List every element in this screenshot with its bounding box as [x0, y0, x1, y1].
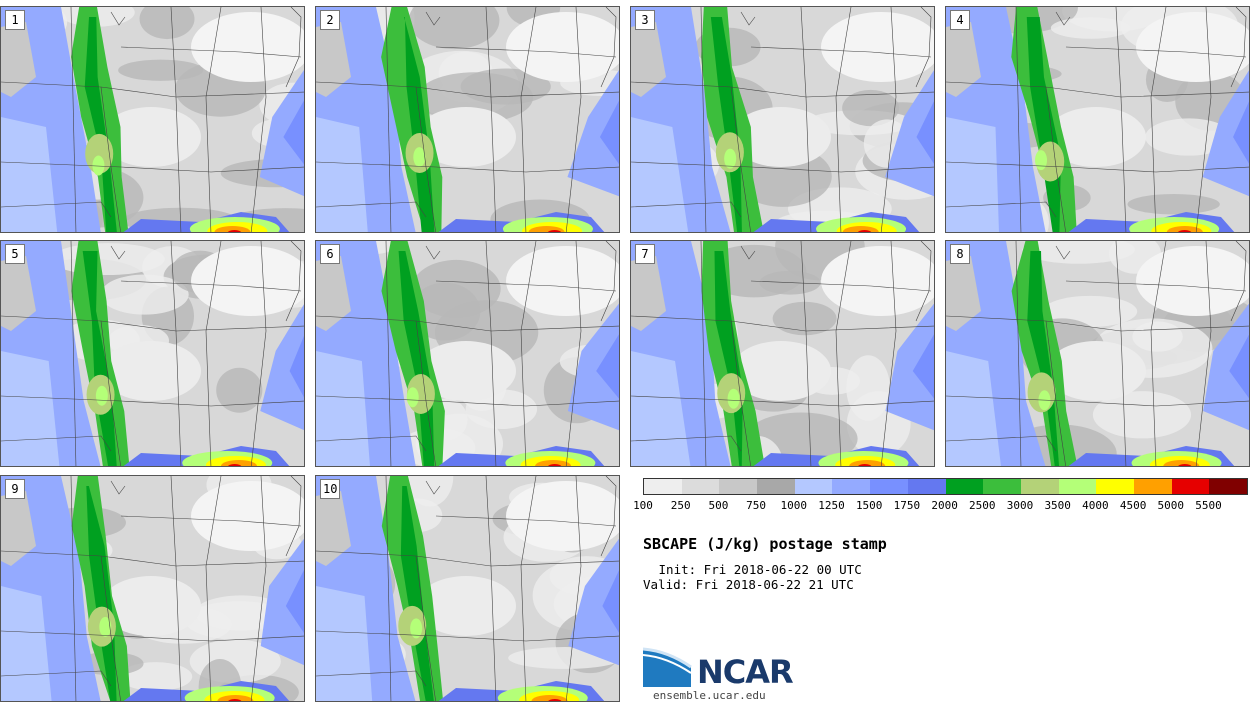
colorbar-segment — [983, 479, 1021, 494]
ncar-logo-icon — [643, 647, 692, 687]
panel-number-label: 8 — [950, 244, 970, 264]
colorbar-segment — [757, 479, 795, 494]
colorbar-tick-label: 1250 — [818, 499, 845, 512]
panel-number-label: 4 — [950, 10, 970, 30]
panel-number-label: 6 — [320, 244, 340, 264]
colorbar-segment — [1020, 479, 1059, 494]
sbcape-map — [1, 241, 304, 466]
ncar-logo-text: NCAR — [697, 653, 794, 691]
panel-number-label: 3 — [635, 10, 655, 30]
colorbar-segment — [1209, 479, 1247, 494]
colorbar-tick-label: 250 — [670, 499, 691, 512]
colorbar-segment — [1096, 479, 1134, 494]
colorbar-tick-label: 500 — [708, 499, 729, 512]
map-panel: 5 — [0, 240, 305, 467]
panel-number-label: 5 — [5, 244, 25, 264]
colorbar-tick-label: 1500 — [855, 499, 883, 512]
colorbar-segment — [644, 479, 682, 494]
colorbar-segment — [1133, 479, 1172, 494]
ensemble-url[interactable]: ensemble.ucar.edu — [653, 689, 766, 702]
colorbar-tick-label: 5000 — [1157, 499, 1185, 512]
colorbar-segment — [681, 479, 720, 494]
chart-title: SBCAPE (J/kg) postage stamp — [643, 535, 887, 553]
map-panel: 10 — [315, 475, 620, 702]
sbcape-map — [316, 241, 619, 466]
sbcape-map — [316, 476, 619, 701]
map-panel: 3 — [630, 6, 935, 233]
colorbar-tick-label: 1000 — [780, 499, 808, 512]
sbcape-map — [946, 7, 1249, 232]
colorbar-segment — [945, 479, 984, 494]
colorbar-tick-label: 4000 — [1082, 499, 1109, 512]
map-panel: 8 — [945, 240, 1250, 467]
colorbar-tick-label: 2500 — [969, 499, 996, 512]
colorbar-tick-label: 100 — [633, 499, 653, 512]
sbcape-map — [631, 241, 934, 466]
panel-number-label: 1 — [5, 10, 25, 30]
sbcape-map — [1, 476, 304, 701]
colorbar-segment — [794, 479, 833, 494]
panel-number-label: 7 — [635, 244, 655, 264]
valid-time: Valid: Fri 2018-06-22 21 UTC — [643, 577, 854, 592]
colorbar-segment — [719, 479, 758, 494]
colorbar-tick-label: 750 — [746, 499, 767, 512]
colorbar-tick-label: 1750 — [893, 499, 921, 512]
map-panel: 9 — [0, 475, 305, 702]
sbcape-map — [946, 241, 1249, 466]
colorbar-segment — [1058, 479, 1097, 494]
colorbar-labels: 100 250 500 750 1000 1250 1500 1750 2000 2500 3000… — [633, 499, 1243, 513]
colorbar-segment — [832, 479, 871, 494]
colorbar-tick-label: 2000 — [931, 499, 958, 512]
map-panel: 2 — [315, 6, 620, 233]
colorbar-tick-label: 3000 — [1006, 499, 1034, 512]
colorbar-segment — [907, 479, 946, 494]
panel-number-label: 2 — [320, 10, 340, 30]
colorbar-tick-label: 5500 — [1195, 499, 1222, 512]
panel-number-label: 10 — [320, 479, 341, 499]
colorbar-tick-label: 3500 — [1044, 499, 1071, 512]
sbcape-map — [631, 7, 934, 232]
sbcape-map — [316, 7, 619, 232]
panel-number-label: 9 — [5, 479, 25, 499]
colorbar — [643, 478, 1248, 495]
map-panel: 6 — [315, 240, 620, 467]
map-panel: 7 — [630, 240, 935, 467]
map-panel: 4 — [945, 6, 1250, 233]
colorbar-segment — [870, 479, 908, 494]
colorbar-segment — [1171, 479, 1210, 494]
init-time: Init: Fri 2018-06-22 00 UTC — [651, 562, 862, 577]
sbcape-map — [1, 7, 304, 232]
map-panel: 1 — [0, 6, 305, 233]
colorbar-tick-label: 4500 — [1119, 499, 1147, 512]
